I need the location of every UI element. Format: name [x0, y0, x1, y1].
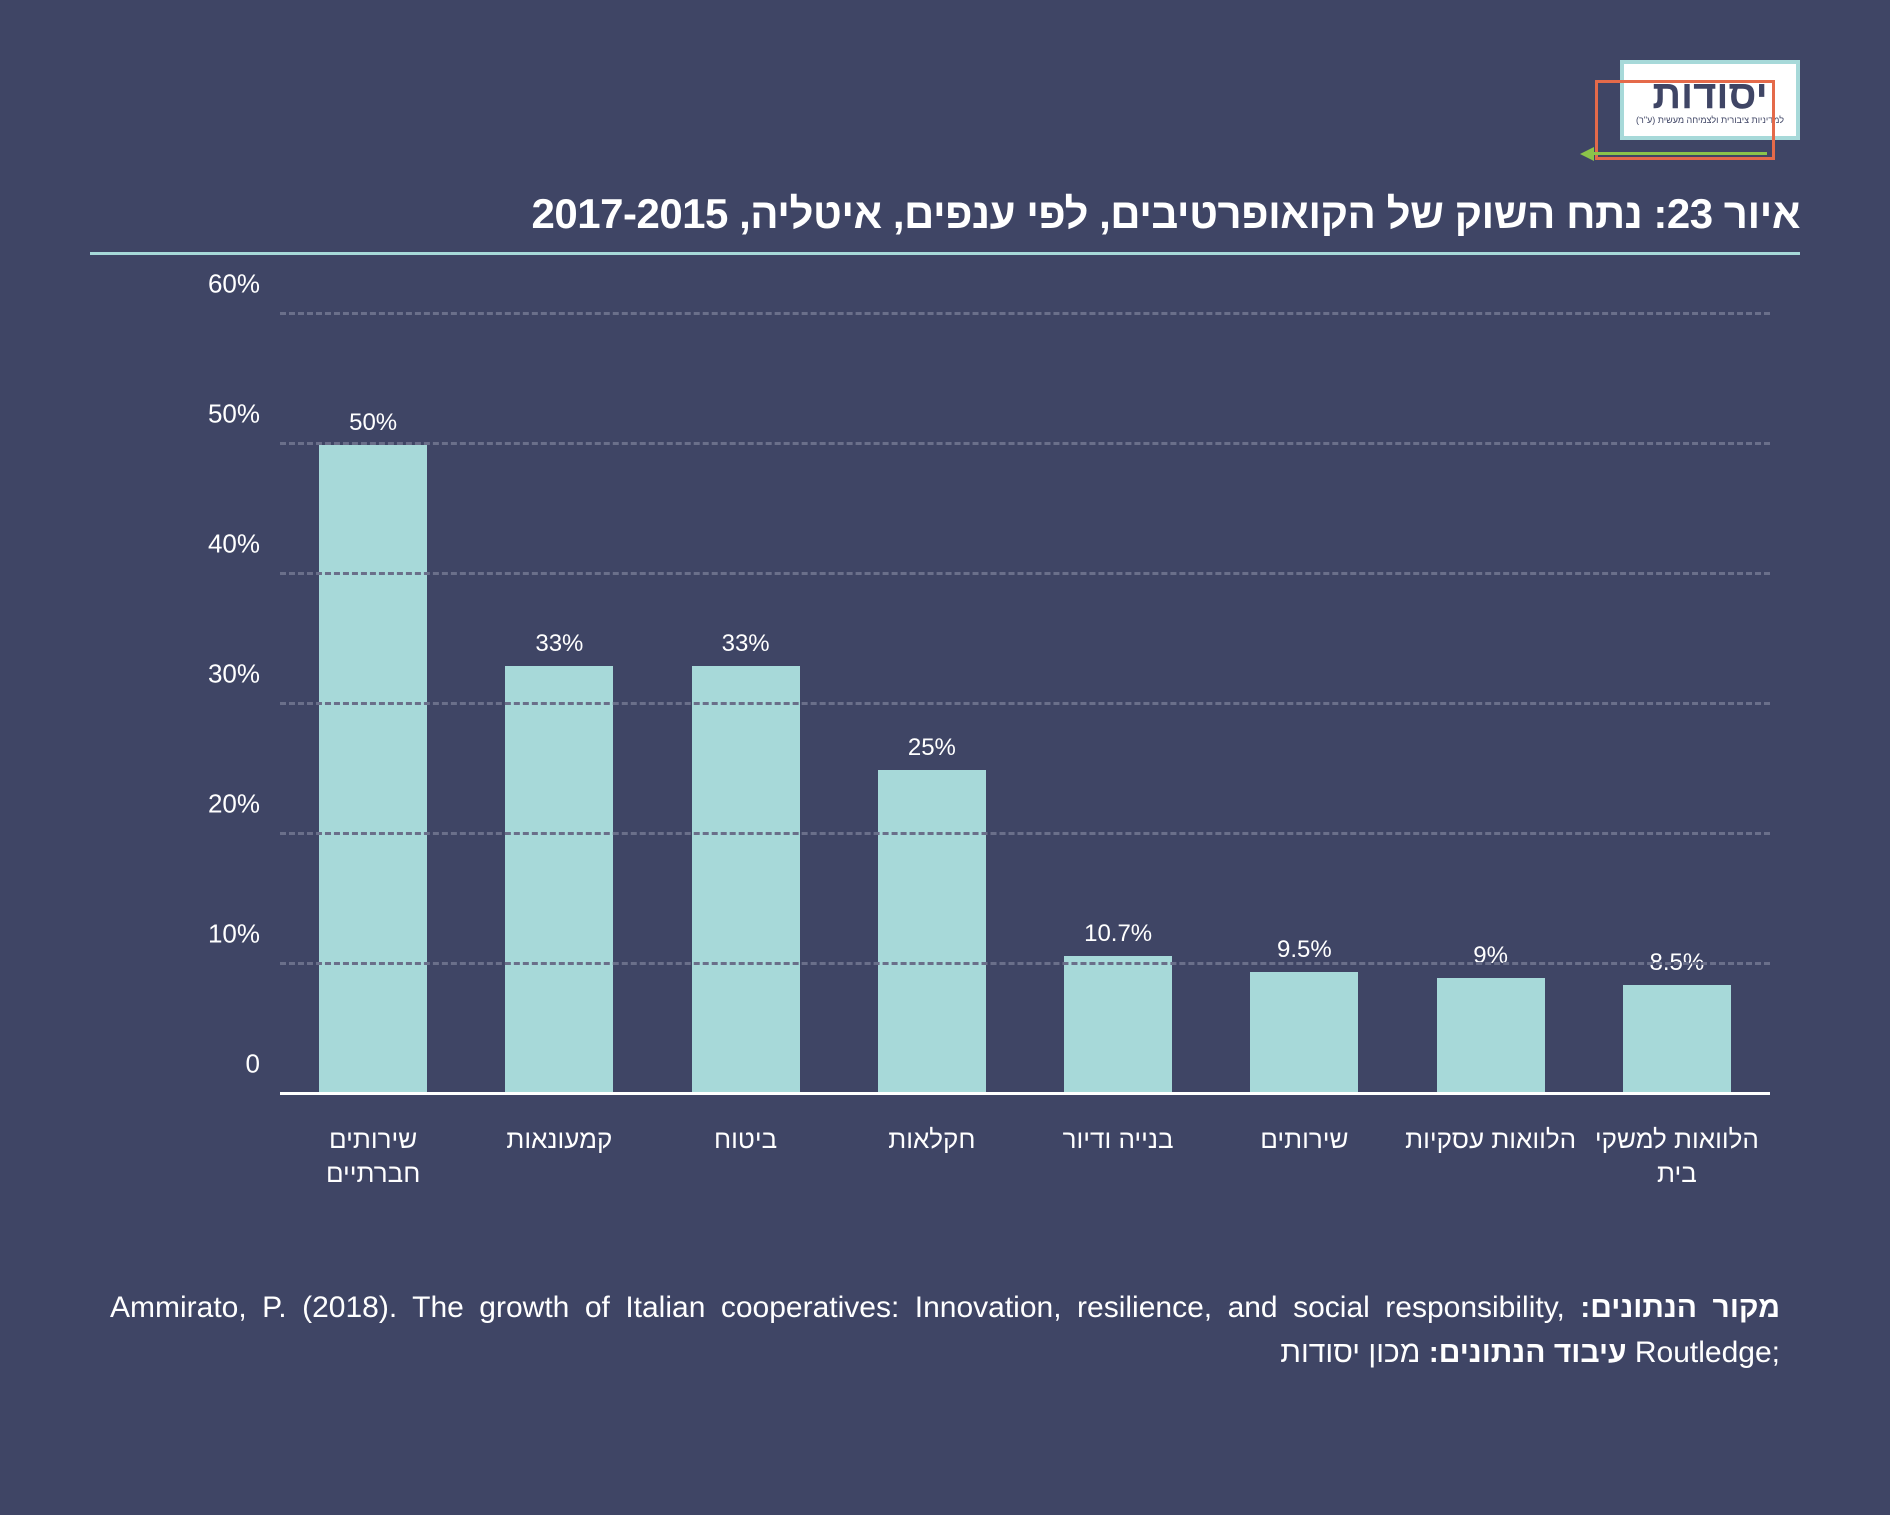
y-tick-label: 50% — [208, 399, 260, 430]
brand-logo: יסודות למדיניות ציבורית ולצמיחה מעשית (ע… — [1590, 50, 1800, 160]
bar-slot: 25% — [839, 315, 1025, 1095]
bar-rect — [1250, 972, 1358, 1096]
bar-value-label: 9% — [1473, 942, 1508, 970]
grid-line — [280, 312, 1770, 315]
x-axis-line — [280, 1092, 1770, 1095]
bar-value-label: 9.5% — [1277, 936, 1332, 964]
bar-chart: 50% 33% 33% 25% 10.7% 9.5% 9% 8.5% 0 10% 20% 30% 40… — [190, 315, 1770, 1215]
logo-text: יסודות — [1652, 75, 1767, 115]
x-tick-label: חקלאות — [839, 1105, 1025, 1215]
bar-value-label: 25% — [908, 734, 956, 762]
x-tick-label: בנייה ודיור — [1025, 1105, 1211, 1215]
grid-line — [280, 832, 1770, 835]
logo-area: יסודות למדיניות ציבורית ולצמיחה מעשית (ע… — [90, 50, 1800, 160]
grid-line — [280, 572, 1770, 575]
bar-rect — [1623, 985, 1731, 1096]
bar-slot: 33% — [466, 315, 652, 1095]
bar-slot: 9% — [1398, 315, 1584, 1095]
logo-arrow-icon — [1580, 147, 1594, 161]
logo-arrow-line — [1592, 152, 1767, 155]
bar-rect — [319, 445, 427, 1095]
y-tick-label: 0 — [246, 1049, 260, 1080]
bar-value-label: 10.7% — [1084, 920, 1152, 948]
x-tick-label: הלוואות עסקיות — [1398, 1105, 1584, 1215]
y-tick-label: 10% — [208, 919, 260, 950]
x-tick-label: קמעונאות — [466, 1105, 652, 1215]
y-tick-label: 60% — [208, 269, 260, 300]
bar-value-label: 33% — [722, 630, 770, 658]
bar-slot: 50% — [280, 315, 466, 1095]
bar-slot: 33% — [653, 315, 839, 1095]
logo-box: יסודות למדיניות ציבורית ולצמיחה מעשית (ע… — [1620, 60, 1800, 140]
bar-value-label: 50% — [349, 409, 397, 437]
bars-container: 50% 33% 33% 25% 10.7% 9.5% 9% 8.5% — [280, 315, 1770, 1095]
y-tick-label: 40% — [208, 529, 260, 560]
bar-rect — [1064, 956, 1172, 1095]
x-tick-label: ביטוח — [653, 1105, 839, 1215]
processing-label: עיבוד הנתונים: — [1429, 1336, 1627, 1369]
logo-subtitle: למדיניות ציבורית ולצמיחה מעשית (ע"ר) — [1636, 115, 1784, 125]
bar-slot: 10.7% — [1025, 315, 1211, 1095]
bar-rect — [505, 666, 613, 1095]
y-tick-label: 30% — [208, 659, 260, 690]
source-label: מקור הנתונים: — [1580, 1291, 1780, 1324]
bar-value-label: 33% — [535, 630, 583, 658]
bar-slot: 9.5% — [1211, 315, 1397, 1095]
x-axis-labels: שירותים חברתייםקמעונאותביטוחחקלאותבנייה … — [280, 1105, 1770, 1215]
grid-line — [280, 442, 1770, 445]
bar-rect — [1437, 978, 1545, 1095]
x-tick-label: שירותים — [1211, 1105, 1397, 1215]
processing-text: מכון יסודות — [1280, 1336, 1420, 1369]
y-tick-label: 20% — [208, 789, 260, 820]
grid-line — [280, 702, 1770, 705]
x-tick-label: שירותים חברתיים — [280, 1105, 466, 1215]
bar-rect — [692, 666, 800, 1095]
bar-slot: 8.5% — [1584, 315, 1770, 1095]
source-footer: מקור הנתונים: Ammirato, P. (2018). The g… — [90, 1285, 1800, 1375]
bar-rect — [878, 770, 986, 1095]
x-tick-label: הלוואות למשקי בית — [1584, 1105, 1770, 1215]
grid-line — [280, 962, 1770, 965]
chart-title: איור 23: נתח השוק של הקואופרטיבים, לפי ע… — [90, 190, 1800, 255]
plot-area: 50%33%33%25%10.7%9.5%9%8.5% 010%20%30%40… — [280, 315, 1770, 1095]
